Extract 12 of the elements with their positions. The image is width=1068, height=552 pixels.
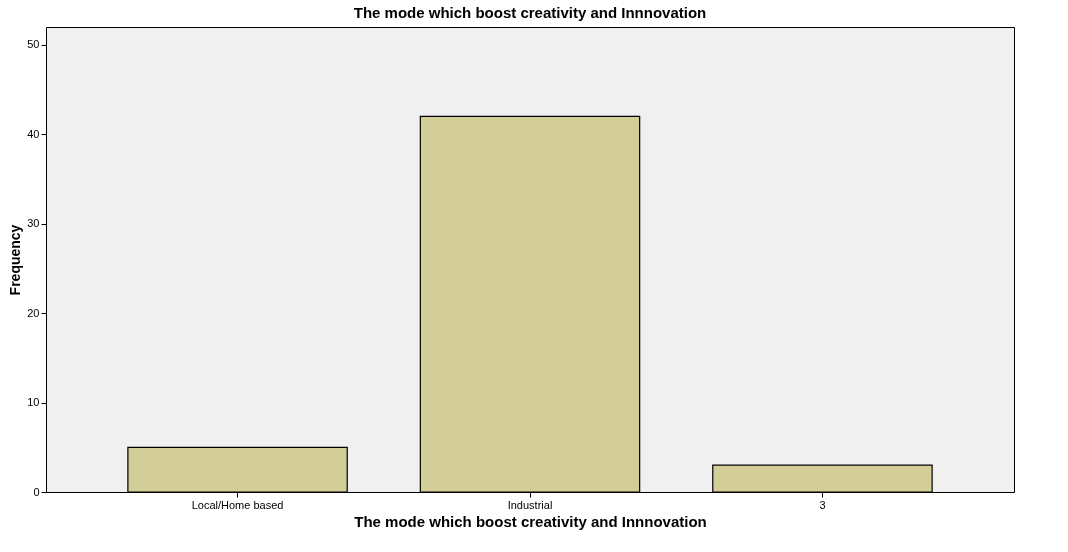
x-tick-label: Local/Home based xyxy=(191,498,284,511)
y-tick-label: 10 xyxy=(27,396,40,409)
x-tick-label: 3 xyxy=(819,498,826,511)
x-axis-title: The mode which boost creativity and Innnovation xyxy=(354,512,707,530)
y-tick-label: 0 xyxy=(33,485,40,498)
y-tick-label: 40 xyxy=(27,127,40,140)
y-tick-label: 20 xyxy=(27,306,40,319)
x-tick-label: Industrial xyxy=(507,498,553,511)
y-axis-title: Frequency xyxy=(7,224,24,296)
y-tick-label: 30 xyxy=(27,217,40,230)
y-tick-label: 50 xyxy=(27,38,40,51)
chart-title: The mode which boost creativity and Innnovation xyxy=(353,4,707,21)
